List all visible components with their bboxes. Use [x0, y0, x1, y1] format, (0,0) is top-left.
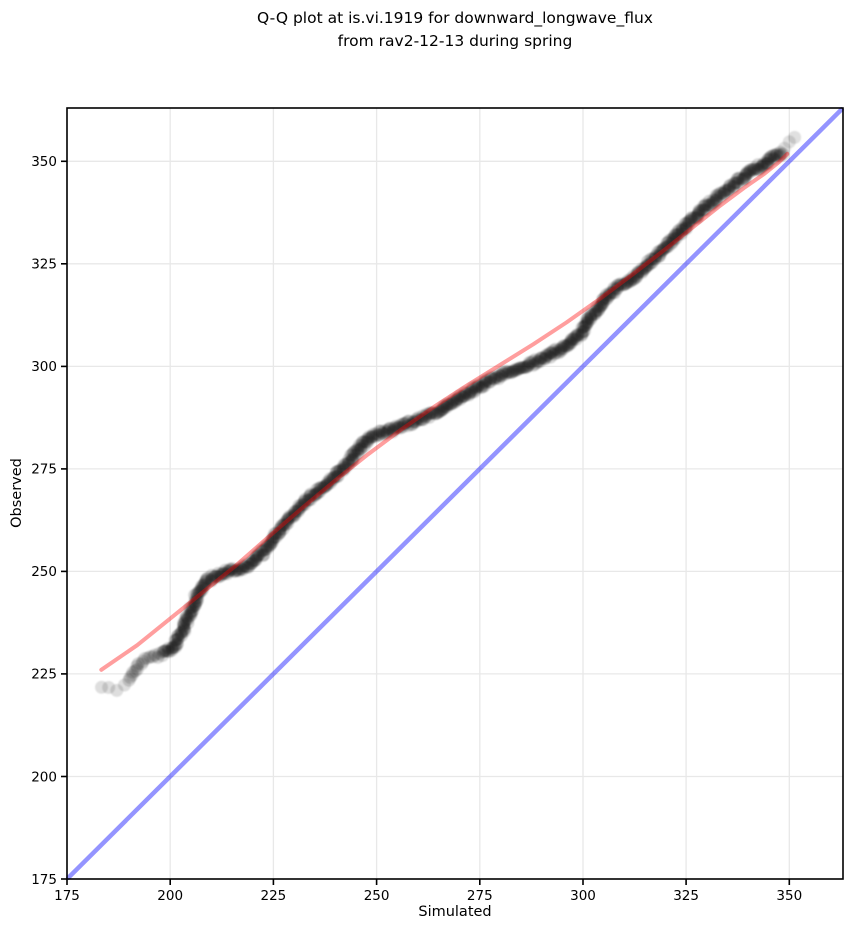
- qq-point: [788, 130, 802, 144]
- plot-border: [66, 107, 844, 880]
- x-tick-label: 250: [364, 888, 390, 904]
- x-tick-label: 175: [54, 888, 80, 904]
- x-tick-label: 200: [157, 888, 183, 904]
- fit-line: [99, 151, 790, 672]
- x-tick-label: 325: [673, 888, 699, 904]
- chart-title-line2: from rav2-12-13 during spring: [337, 32, 573, 50]
- y-tick-label: 275: [31, 462, 57, 478]
- chart-title-line1: Q-Q plot at is.vi.1919 for downward_long…: [257, 9, 653, 27]
- y-tick-label: 250: [31, 564, 57, 580]
- x-tick-label: 225: [261, 888, 287, 904]
- identity-line: [66, 107, 844, 880]
- y-tick-label: 300: [31, 359, 57, 375]
- chart-title: Q-Q plot at is.vi.1919 for downward_long…: [67, 7, 843, 53]
- y-tick-label: 225: [31, 667, 57, 683]
- y-tick-label: 200: [31, 769, 57, 785]
- y-tick-label: 350: [31, 154, 57, 170]
- x-tick-label: 350: [776, 888, 802, 904]
- axis-ticks: 175 200 225 250 275 300 325 350 175 200 225 250 275 3…: [31, 154, 802, 904]
- qq-scatter-points: [95, 130, 802, 697]
- gridlines: [66, 108, 843, 880]
- x-axis-label: Simulated: [418, 904, 492, 920]
- y-tick-label: 325: [31, 257, 57, 273]
- x-tick-label: 300: [570, 888, 596, 904]
- y-tick-label: 175: [31, 872, 57, 888]
- x-tick-label: 275: [467, 888, 493, 904]
- y-axis-label: Observed: [9, 458, 25, 528]
